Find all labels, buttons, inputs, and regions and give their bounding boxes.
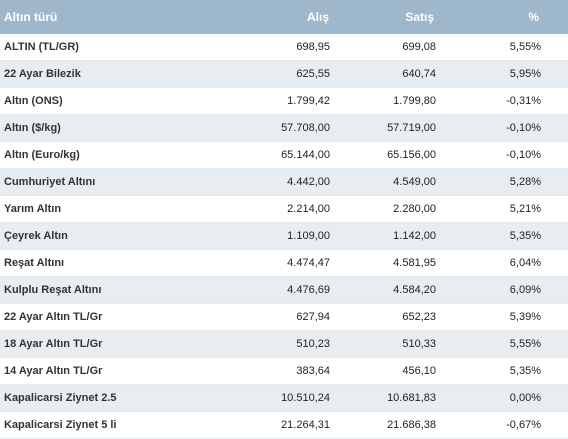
cell-change-percent: -0,67% (436, 411, 541, 439)
row-spacer (541, 114, 568, 142)
cell-change-percent: 5,35% (436, 357, 541, 385)
cell-gold-type: Cumhuriyet Altını (0, 168, 204, 196)
cell-gold-type: Yarım Altın (0, 195, 204, 223)
table-row: Altın (Euro/kg) 65.144,00 65.156,00 -0,10% (0, 141, 568, 169)
cell-change-percent: 0,00% (436, 384, 541, 412)
cell-sell-price: 21.686,38 (330, 411, 436, 439)
cell-gold-type: 14 Ayar Altın TL/Gr (0, 357, 204, 385)
table-row: Yarım Altın 2.214,00 2.280,00 5,21% (0, 195, 568, 223)
table-row: Altın ($/kg) 57.708,00 57.719,00 -0,10% (0, 114, 568, 142)
table-row: 14 Ayar Altın TL/Gr 383,64 456,10 5,35% (0, 357, 568, 385)
cell-gold-type: Kapalicarsi Ziynet 5 li (0, 411, 204, 439)
cell-buy-price: 2.214,00 (204, 195, 330, 223)
row-spacer (541, 141, 568, 169)
table-row: Kapalicarsi Ziynet 2.5 10.510,24 10.681,83… (0, 384, 568, 412)
cell-buy-price: 625,55 (204, 60, 330, 88)
header-change: % (528, 10, 539, 24)
cell-change-percent: -0,10% (436, 141, 541, 169)
row-spacer (541, 276, 568, 304)
row-spacer (541, 411, 568, 439)
cell-gold-type: 22 Ayar Bilezik (0, 60, 204, 88)
cell-gold-type: 18 Ayar Altın TL/Gr (0, 330, 204, 358)
cell-sell-price: 1.142,00 (330, 222, 436, 250)
table-row: Kapalicarsi Ziynet 5 li 21.264,31 21.686,3… (0, 411, 568, 439)
cell-buy-price: 57.708,00 (204, 114, 330, 142)
row-spacer (541, 384, 568, 412)
cell-buy-price: 21.264,31 (204, 411, 330, 439)
row-spacer (541, 87, 568, 115)
cell-gold-type: Reşat Altını (0, 249, 204, 277)
table-body: ALTIN (TL/GR) 698,95 699,08 5,55% 22 Ayar Bi… (0, 34, 568, 439)
row-spacer (541, 168, 568, 196)
cell-sell-price: 1.799,80 (330, 87, 436, 115)
cell-change-percent: -0,31% (436, 87, 541, 115)
cell-buy-price: 383,64 (204, 357, 330, 385)
cell-sell-price: 4.581,95 (330, 249, 436, 277)
cell-gold-type: 22 Ayar Altın TL/Gr (0, 303, 204, 331)
table-row: Altın (ONS) 1.799,42 1.799,80 -0,31% (0, 87, 568, 115)
cell-buy-price: 4.474,47 (204, 249, 330, 277)
cell-change-percent: 5,21% (436, 195, 541, 223)
cell-change-percent: 5,55% (436, 34, 541, 61)
row-spacer (541, 357, 568, 385)
row-spacer (541, 195, 568, 223)
cell-change-percent: 5,95% (436, 60, 541, 88)
cell-change-percent: -0,10% (436, 114, 541, 142)
row-spacer (541, 249, 568, 277)
cell-buy-price: 4.442,00 (204, 168, 330, 196)
cell-sell-price: 2.280,00 (330, 195, 436, 223)
cell-change-percent: 5,35% (436, 222, 541, 250)
cell-gold-type: ALTIN (TL/GR) (0, 34, 204, 61)
table-row: Reşat Altını 4.474,47 4.581,95 6,04% (0, 249, 568, 277)
cell-gold-type: Altın (ONS) (0, 87, 204, 115)
cell-buy-price: 1.799,42 (204, 87, 330, 115)
cell-buy-price: 627,94 (204, 303, 330, 331)
cell-buy-price: 10.510,24 (204, 384, 330, 412)
cell-buy-price: 4.476,69 (204, 276, 330, 304)
cell-sell-price: 65.156,00 (330, 141, 436, 169)
cell-change-percent: 5,28% (436, 168, 541, 196)
table-row: Cumhuriyet Altını 4.442,00 4.549,00 5,28% (0, 168, 568, 196)
table-row: 22 Ayar Altın TL/Gr 627,94 652,23 5,39% (0, 303, 568, 331)
header-gold-type: Altın türü (4, 10, 58, 24)
row-spacer (541, 303, 568, 331)
cell-sell-price: 456,10 (330, 357, 436, 385)
row-spacer (541, 222, 568, 250)
row-spacer (541, 330, 568, 358)
header-sell: Satış (405, 10, 434, 24)
header-spacer (541, 0, 568, 34)
cell-buy-price: 1.109,00 (204, 222, 330, 250)
cell-change-percent: 5,39% (436, 303, 541, 331)
cell-buy-price: 510,23 (204, 330, 330, 358)
header-row: Altın türü Alış Satış % (0, 0, 568, 34)
cell-buy-price: 65.144,00 (204, 141, 330, 169)
cell-sell-price: 510,33 (330, 330, 436, 358)
cell-gold-type: Kulplu Reşat Altını (0, 276, 204, 304)
table-row: Çeyrek Altın 1.109,00 1.142,00 5,35% (0, 222, 568, 250)
header-buy: Alış (306, 10, 329, 24)
cell-sell-price: 640,74 (330, 60, 436, 88)
cell-sell-price: 4.549,00 (330, 168, 436, 196)
cell-gold-type: Kapalicarsi Ziynet 2.5 (0, 384, 204, 412)
cell-buy-price: 698,95 (204, 34, 330, 61)
table-row: ALTIN (TL/GR) 698,95 699,08 5,55% (0, 34, 568, 61)
cell-change-percent: 6,09% (436, 276, 541, 304)
cell-gold-type: Altın ($/kg) (0, 114, 204, 142)
row-spacer (541, 60, 568, 88)
table-row: 22 Ayar Bilezik 625,55 640,74 5,95% (0, 60, 568, 88)
cell-sell-price: 652,23 (330, 303, 436, 331)
cell-gold-type: Çeyrek Altın (0, 222, 204, 250)
cell-sell-price: 4.584,20 (330, 276, 436, 304)
table-row: 18 Ayar Altın TL/Gr 510,23 510,33 5,55% (0, 330, 568, 358)
cell-gold-type: Altın (Euro/kg) (0, 141, 204, 169)
cell-change-percent: 5,55% (436, 330, 541, 358)
cell-sell-price: 10.681,83 (330, 384, 436, 412)
cell-sell-price: 57.719,00 (330, 114, 436, 142)
table-row: Kulplu Reşat Altını 4.476,69 4.584,20 6,09% (0, 276, 568, 304)
table-header: Altın türü Alış Satış % (0, 0, 568, 34)
row-spacer (541, 34, 568, 61)
cell-change-percent: 6,04% (436, 249, 541, 277)
cell-sell-price: 699,08 (330, 34, 436, 61)
